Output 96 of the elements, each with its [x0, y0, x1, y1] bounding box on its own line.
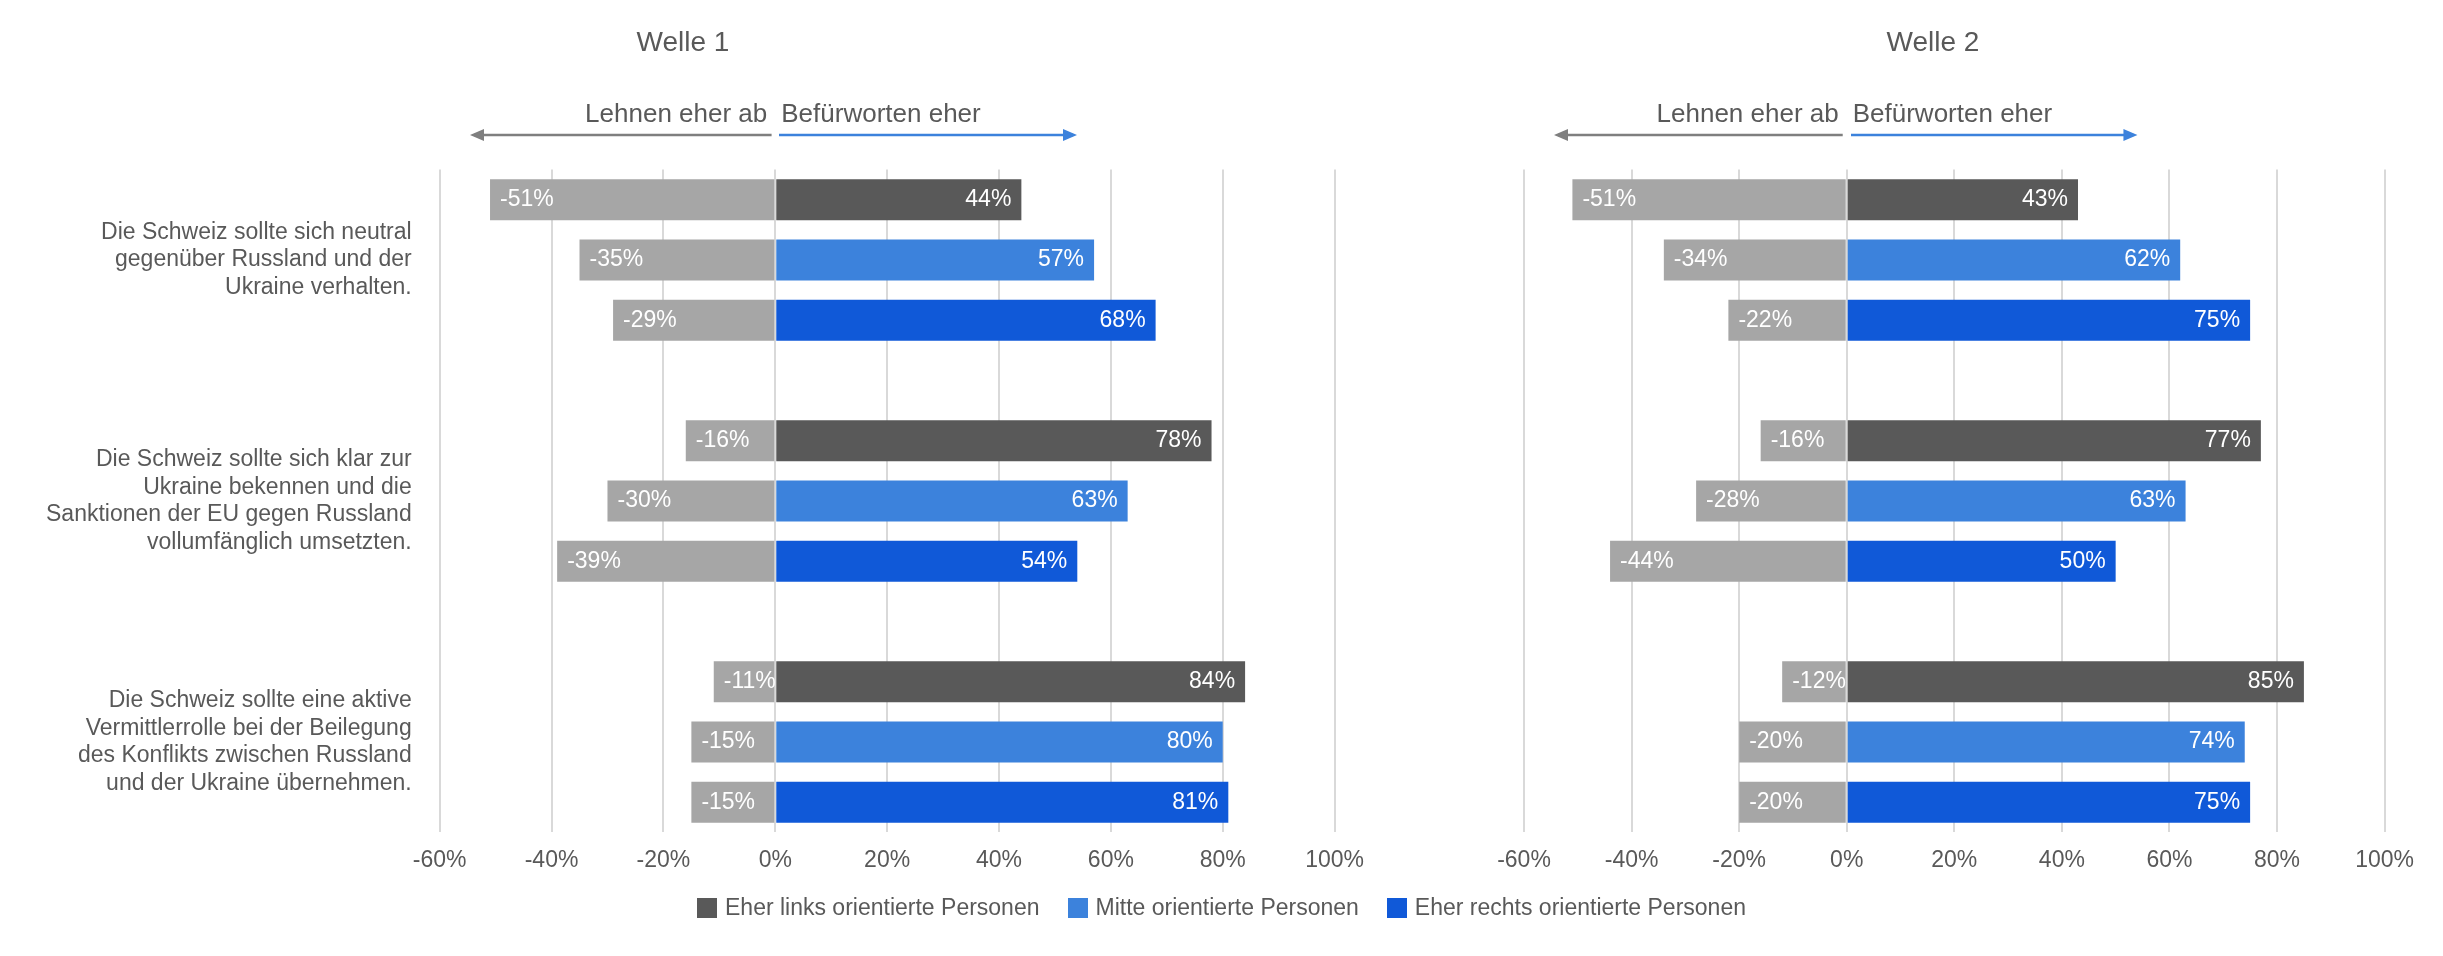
data-label: -29%: [623, 305, 677, 332]
data-label: -28%: [1706, 486, 1760, 513]
data-label: 54%: [1021, 546, 1068, 573]
bar: [776, 721, 1223, 763]
bar: [1847, 239, 2181, 281]
bar: [1847, 480, 2186, 522]
data-label: -39%: [567, 546, 621, 573]
bar: [776, 781, 1229, 823]
data-label: 68%: [1099, 305, 1146, 332]
bar: [1847, 420, 2261, 462]
text: Befürworten eher: [781, 97, 982, 128]
legend-label: Eher links orientierte Personen: [725, 894, 1040, 921]
bar: [1847, 721, 2245, 763]
data-label: 84%: [1189, 667, 1236, 694]
bar: [1696, 480, 1846, 522]
bar: [776, 480, 1128, 522]
data-label: 62%: [2124, 245, 2171, 272]
bar: [1572, 179, 1846, 221]
chart-title: Welle 1: [636, 25, 730, 57]
x-tick-label: 20%: [864, 845, 911, 872]
x-tick-label: -20%: [1712, 845, 1766, 872]
x-tick-label: 100%: [1305, 845, 1364, 872]
data-label: -51%: [1582, 185, 1637, 212]
text: Lehnen eher ab: [1656, 97, 1839, 128]
data-label: 57%: [1038, 245, 1085, 272]
y-tick-label: Die Schweiz sollte sich neutral gegenüber Russland und der Ukraine verhalten.: [101, 217, 413, 299]
x-tick-label: 80%: [2253, 845, 2301, 872]
y-tick-label: Die Schweiz sollte eine aktive Vermittlerrolle bei der Beilegung des Konflikts zwischen Russland und der Ukraine übernehmen.: [78, 685, 412, 795]
data-label: -11%: [723, 667, 776, 694]
x-tick-label: 40%: [2038, 845, 2085, 872]
x-tick-label: 80%: [1199, 845, 1246, 872]
x-tick-label: 20%: [1931, 845, 1978, 872]
data-label: 63%: [1071, 486, 1118, 513]
data-label: -15%: [701, 727, 756, 754]
data-label: -22%: [1738, 305, 1793, 332]
bar: [1739, 721, 1846, 763]
bar: [613, 299, 775, 341]
bar: [1739, 781, 1846, 823]
data-label: -30%: [617, 486, 672, 513]
x-tick-label: 40%: [975, 845, 1023, 872]
legend-label: Mitte orientierte Personen: [1095, 894, 1359, 921]
text: Lehnen eher ab: [585, 97, 768, 128]
bar: [1847, 661, 2304, 703]
x-tick-label: -60%: [412, 845, 467, 872]
y-tick-label: Die Schweiz sollte sich klar zur Ukraine bekennen und die Sanktionen der EU gegen Russland vollumfänglich umsetzten.: [46, 444, 413, 554]
chart-title: Welle 2: [1886, 25, 1980, 57]
bar: [1610, 540, 1846, 582]
data-label: 44%: [965, 185, 1012, 212]
data-label: -35%: [589, 245, 644, 272]
data-label: 78%: [1155, 426, 1202, 453]
data-label: -15%: [701, 787, 756, 814]
bar: [1847, 540, 2116, 582]
data-label: 81%: [1172, 787, 1219, 814]
bar: [1847, 179, 2078, 221]
data-label: -16%: [1770, 426, 1825, 453]
data-label: 74%: [2188, 727, 2235, 754]
data-label: 50%: [2059, 546, 2106, 573]
bar: [490, 179, 775, 221]
x-tick-label: -40%: [524, 845, 579, 872]
bar: [776, 540, 1078, 582]
bar: [776, 299, 1156, 341]
bar: [579, 239, 775, 281]
data-label: -20%: [1749, 727, 1803, 754]
bar: [776, 239, 1095, 281]
bar: [1663, 239, 1846, 281]
data-label: -20%: [1749, 787, 1803, 814]
bar: [776, 661, 1246, 703]
data-label: 63%: [2129, 486, 2176, 513]
bar: [1728, 299, 1846, 341]
x-tick-label: -60%: [1497, 845, 1551, 872]
data-label: 75%: [2194, 305, 2241, 332]
x-tick-label: 100%: [2355, 845, 2414, 872]
legend-label: Eher rechts orientierte Personen: [1414, 894, 1746, 921]
bar: [776, 420, 1212, 462]
data-label: 75%: [2194, 787, 2241, 814]
bar: [607, 480, 775, 522]
data-label: -12%: [1792, 667, 1846, 694]
text: Befürworten eher: [1852, 97, 2053, 128]
data-label: -34%: [1673, 245, 1728, 272]
data-label: -51%: [500, 185, 554, 212]
data-label: 77%: [2204, 426, 2251, 453]
x-tick-label: -20%: [636, 845, 691, 872]
bar: [557, 540, 775, 582]
bar: [1847, 781, 2251, 823]
data-label: -16%: [695, 426, 750, 453]
x-tick-label: 0%: [1830, 845, 1864, 872]
x-tick-label: 0%: [758, 845, 792, 872]
bar: [1847, 299, 2251, 341]
bar: [776, 179, 1022, 221]
data-label: 80%: [1166, 727, 1213, 754]
x-tick-label: 60%: [2146, 845, 2193, 872]
x-tick-label: 60%: [1087, 845, 1134, 872]
x-tick-label: -40%: [1604, 845, 1659, 872]
data-label: 85%: [2247, 667, 2294, 694]
data-label: 43%: [2021, 185, 2068, 212]
data-label: -44%: [1620, 546, 1674, 573]
